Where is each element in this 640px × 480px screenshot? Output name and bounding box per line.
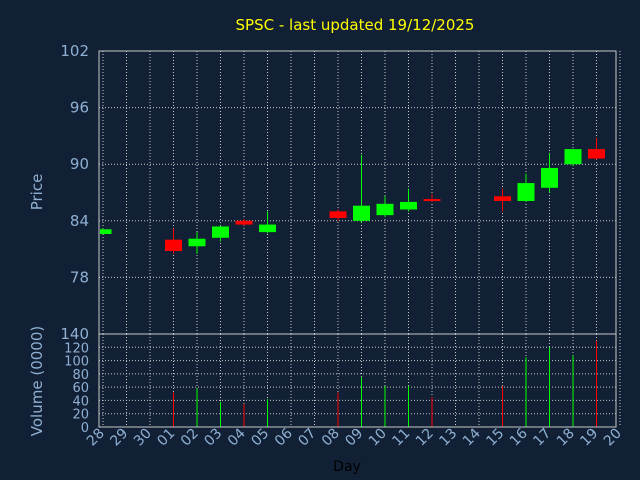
x-tick-labels: 28 29 30 01 02 03 04 05 06 07 08 09 10 11 12 13 14 15 16 17… [84, 425, 625, 449]
candle-body [259, 224, 276, 233]
volume-tick-label: 80 [72, 368, 89, 383]
volume-panel-frame [98, 333, 617, 428]
price-axis-label: Price [28, 174, 46, 211]
volume-tick-label: 40 [72, 394, 89, 409]
candle-body [329, 211, 347, 218]
price-tick-label: 102 [60, 42, 89, 60]
candlesticks [100, 137, 605, 254]
volume-tick-label: 60 [72, 381, 89, 396]
volume-axis-label: Volume (0000) [28, 326, 46, 436]
candle-body [588, 149, 605, 159]
candle-body [517, 183, 535, 201]
candle-body [100, 229, 112, 235]
candle-body [353, 205, 370, 221]
chart-title: SPSC - last updated 19/12/2025 [236, 16, 475, 34]
candle-body [235, 220, 253, 225]
candle-body [188, 238, 206, 247]
volume-tick-label: 0 [81, 421, 89, 436]
price-tick-label: 84 [70, 212, 89, 230]
candle-body [541, 167, 558, 188]
price-tick-label: 78 [70, 268, 89, 286]
candle-body [564, 149, 582, 165]
volume-tick-label: 140 [60, 325, 89, 343]
price-tick-label: 96 [70, 99, 89, 117]
candle-body [400, 201, 417, 210]
x-axis-label: Day [333, 459, 361, 475]
volume-tick-label: 120 [64, 341, 89, 356]
candle-body [494, 196, 511, 201]
volume-bars [173, 340, 597, 427]
candle-body [423, 199, 441, 202]
volume-tick-label: 20 [72, 408, 89, 423]
candle-body [212, 226, 229, 238]
price-tick-labels: 102 96 90 84 78 [60, 42, 89, 286]
candle-body [376, 203, 394, 216]
volume-tick-label: 100 [64, 355, 89, 370]
candle-body [165, 239, 182, 251]
price-tick-label: 90 [70, 155, 89, 173]
